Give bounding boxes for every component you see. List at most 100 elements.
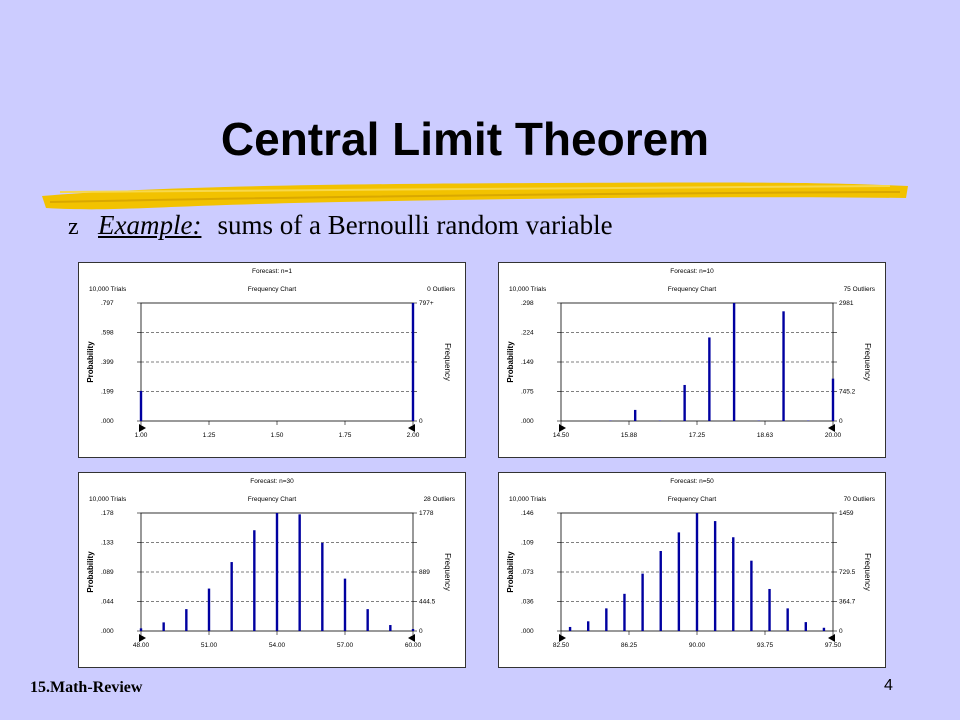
bar bbox=[641, 573, 644, 631]
bar bbox=[366, 609, 369, 631]
bar bbox=[623, 593, 626, 631]
y2-tick-label: 0 bbox=[839, 418, 843, 425]
y-tick-label: .073 bbox=[521, 569, 534, 576]
bar bbox=[253, 530, 256, 631]
y-tick-label: .199 bbox=[101, 389, 114, 396]
slide-title: Central Limit Theorem bbox=[220, 113, 710, 165]
bar bbox=[732, 537, 735, 631]
example-text: sums of a Bernoulli random variable bbox=[217, 210, 613, 240]
bar bbox=[275, 513, 279, 631]
chart-outliers-label: 70 Outliers bbox=[844, 496, 876, 503]
bar bbox=[750, 560, 753, 631]
y2-tick-label: 364.7 bbox=[839, 599, 856, 606]
x-tick-label: 2.00 bbox=[407, 432, 420, 439]
range-marker-left bbox=[559, 424, 566, 432]
x-tick-label: 14.50 bbox=[553, 432, 570, 439]
chart-outliers-label: 0 Outliers bbox=[427, 286, 456, 293]
y-tick-label: .000 bbox=[521, 418, 534, 425]
bar bbox=[683, 384, 686, 421]
range-marker-left bbox=[559, 634, 566, 642]
bar bbox=[786, 608, 789, 631]
y-tick-label: .089 bbox=[101, 569, 114, 576]
x-tick-label: 1.50 bbox=[271, 432, 284, 439]
chart-outliers-label: 28 Outliers bbox=[424, 496, 456, 503]
chart-panel-n50: Forecast: n=50 10,000 Trials Frequency Cha… bbox=[498, 472, 886, 668]
x-tick-label: 54.00 bbox=[269, 642, 286, 649]
x-tick-label: 93.75 bbox=[757, 642, 774, 649]
range-marker-right bbox=[408, 634, 415, 642]
x-tick-label: 48.00 bbox=[133, 642, 150, 649]
y-tick-label: .399 bbox=[101, 359, 114, 366]
y-tick-label: .044 bbox=[101, 599, 114, 606]
bar bbox=[321, 542, 324, 631]
y2-axis-title: Frequency bbox=[863, 553, 872, 591]
bar bbox=[230, 562, 233, 631]
y2-axis-title: Frequency bbox=[443, 343, 452, 381]
chart-forecast-label: Forecast: n=1 bbox=[252, 268, 292, 275]
y2-tick-label: 0 bbox=[419, 418, 423, 425]
chart-forecast-label: Forecast: n=30 bbox=[250, 478, 294, 485]
chart-forecast-label: Forecast: n=50 bbox=[670, 478, 714, 485]
bar bbox=[411, 629, 415, 631]
chart-name-label: Frequency Chart bbox=[248, 496, 297, 503]
y-tick-label: .075 bbox=[521, 389, 534, 396]
x-tick-label: 15.88 bbox=[621, 432, 638, 439]
chart-n10: Forecast: n=10 10,000 Trials Frequency Cha… bbox=[506, 268, 876, 439]
y-tick-label: .797 bbox=[101, 300, 114, 307]
y-tick-label: .298 bbox=[521, 300, 534, 307]
bar bbox=[677, 532, 681, 631]
y-tick-label: .036 bbox=[521, 599, 534, 606]
bar bbox=[185, 609, 188, 631]
chart-outliers-label: 75 Outliers bbox=[844, 286, 876, 293]
x-tick-label: 1.25 bbox=[203, 432, 216, 439]
y2-tick-label: 745.2 bbox=[839, 389, 856, 396]
chart-trials-label: 10,000 Trials bbox=[89, 496, 127, 503]
chart-panel-n10: Forecast: n=10 10,000 Trials Frequency Cha… bbox=[498, 262, 886, 458]
y-axis-title: Probability bbox=[86, 341, 95, 383]
x-tick-label: 86.25 bbox=[621, 642, 638, 649]
y-tick-label: .178 bbox=[101, 510, 114, 517]
y2-tick-label: 2981 bbox=[839, 300, 854, 307]
bar bbox=[633, 409, 637, 421]
y-axis-title: Probability bbox=[86, 551, 95, 593]
bar bbox=[695, 513, 699, 631]
range-marker-right bbox=[828, 634, 835, 642]
bar bbox=[732, 303, 736, 421]
x-tick-label: 1.00 bbox=[135, 432, 148, 439]
y-axis-title: Probability bbox=[506, 551, 515, 593]
y-tick-label: .224 bbox=[521, 330, 534, 337]
bar bbox=[568, 626, 572, 631]
y-axis-title: Probability bbox=[506, 341, 515, 383]
y-tick-label: .146 bbox=[521, 510, 534, 517]
bar bbox=[804, 622, 807, 631]
bar bbox=[298, 514, 301, 631]
chart-name-label: Frequency Chart bbox=[668, 286, 717, 293]
bar bbox=[713, 521, 717, 631]
range-marker-right bbox=[828, 424, 835, 432]
x-tick-label: 97.50 bbox=[825, 642, 842, 649]
page-number: 4 bbox=[884, 677, 893, 694]
y2-tick-label: 0 bbox=[839, 628, 843, 635]
bar bbox=[587, 621, 590, 631]
bullet-example: z Example: sums of a Bernoulli random vari… bbox=[68, 210, 613, 241]
bar bbox=[822, 627, 826, 631]
y-tick-label: .149 bbox=[521, 359, 534, 366]
bar bbox=[411, 303, 415, 421]
bar bbox=[207, 588, 211, 631]
y-tick-label: .000 bbox=[101, 418, 114, 425]
bar bbox=[343, 578, 347, 631]
chart-panel-n30: Forecast: n=30 10,000 Trials Frequency Cha… bbox=[78, 472, 466, 668]
x-tick-label: 17.25 bbox=[689, 432, 706, 439]
y2-tick-label: 1778 bbox=[419, 510, 434, 517]
range-marker-left bbox=[139, 634, 146, 642]
bar bbox=[389, 625, 392, 631]
bar bbox=[708, 337, 711, 421]
bar bbox=[768, 588, 771, 631]
bullet-glyph: z bbox=[68, 214, 79, 240]
y-tick-label: .000 bbox=[521, 628, 534, 635]
x-tick-label: 57.00 bbox=[337, 642, 354, 649]
chart-n30: Forecast: n=30 10,000 Trials Frequency Cha… bbox=[86, 478, 456, 649]
bar bbox=[605, 608, 608, 631]
x-tick-label: 60.00 bbox=[405, 642, 422, 649]
title-underline-brush bbox=[42, 182, 908, 210]
